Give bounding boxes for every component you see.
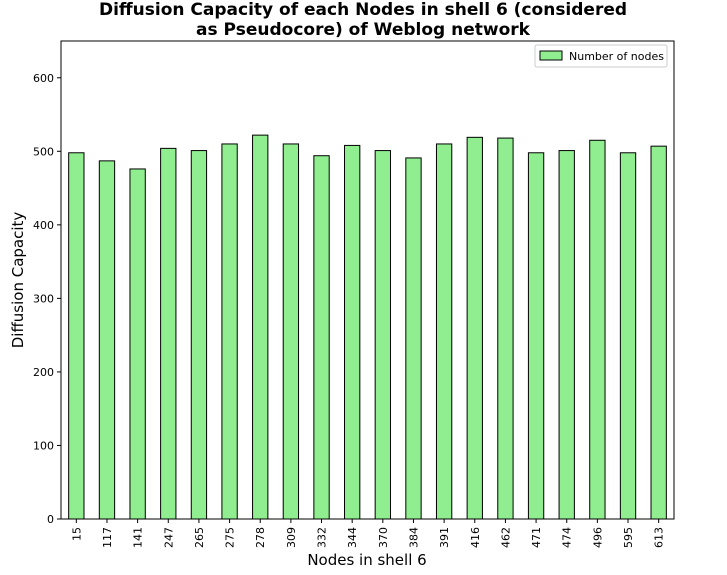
x-tick-label: 384 bbox=[407, 527, 420, 548]
x-tick-label: 141 bbox=[132, 527, 145, 548]
bar bbox=[527, 152, 545, 520]
x-axis-label: Nodes in shell 6 bbox=[307, 551, 426, 569]
bar bbox=[466, 136, 483, 520]
x-tick-label: 391 bbox=[438, 527, 451, 548]
bar bbox=[619, 152, 637, 520]
x-tick-label: 278 bbox=[254, 527, 267, 548]
bar bbox=[405, 157, 422, 520]
x-tick-label: 275 bbox=[224, 527, 237, 548]
x-tick-label: 247 bbox=[162, 527, 175, 548]
bar bbox=[129, 168, 146, 520]
legend-label: Number of nodes bbox=[569, 50, 664, 63]
bar bbox=[313, 155, 330, 520]
y-tick-label: 400 bbox=[33, 219, 54, 232]
bar bbox=[221, 143, 238, 520]
y-tick-label: 600 bbox=[33, 72, 54, 85]
x-tick-label: 496 bbox=[591, 527, 604, 548]
y-tick-label: 300 bbox=[33, 292, 54, 305]
x-axis: 15 117 141 247 265 275 278 309 332 344 370 384 391 41… bbox=[70, 519, 666, 548]
bars bbox=[68, 134, 667, 520]
x-tick-label: 462 bbox=[499, 527, 512, 548]
y-tick-label: 200 bbox=[33, 366, 54, 379]
bar bbox=[98, 160, 116, 520]
x-tick-label: 370 bbox=[377, 527, 390, 548]
bar bbox=[252, 134, 269, 520]
bar bbox=[374, 150, 391, 520]
y-tick-label: 0 bbox=[47, 513, 54, 526]
x-tick-label: 15 bbox=[70, 527, 83, 541]
legend-swatch bbox=[539, 50, 563, 61]
bar bbox=[435, 143, 453, 520]
x-tick-label: 595 bbox=[622, 527, 635, 548]
bar bbox=[558, 150, 575, 520]
x-tick-label: 416 bbox=[469, 527, 482, 548]
bar bbox=[68, 152, 85, 520]
legend: Number of nodes bbox=[534, 44, 668, 68]
plot-frame bbox=[60, 40, 675, 520]
x-tick-label: 471 bbox=[530, 527, 543, 548]
bar bbox=[160, 147, 177, 520]
x-tick-label: 344 bbox=[346, 527, 359, 548]
x-tick-label: 117 bbox=[101, 527, 114, 548]
x-tick-label: 265 bbox=[193, 527, 206, 548]
bar bbox=[344, 144, 361, 520]
bar bbox=[282, 143, 300, 520]
x-tick-label: 309 bbox=[285, 527, 298, 548]
y-axis-label: Diffusion Capacity bbox=[9, 212, 27, 349]
bar bbox=[589, 139, 606, 520]
bar bbox=[650, 145, 667, 520]
x-tick-label: 474 bbox=[561, 527, 574, 548]
y-axis: 0 100 200 300 400 500 600 bbox=[33, 72, 61, 526]
y-tick-label: 100 bbox=[33, 439, 54, 452]
chart-title-line-2: as Pseudocore) of Weblog network bbox=[196, 20, 531, 40]
bar bbox=[190, 150, 208, 520]
bar bbox=[497, 137, 514, 520]
x-tick-label: 332 bbox=[316, 527, 329, 548]
chart-title-line-1: Diffusion Capacity of each Nodes in shel… bbox=[99, 0, 627, 20]
x-tick-label: 613 bbox=[653, 527, 666, 548]
legend-box bbox=[534, 44, 668, 68]
y-tick-label: 500 bbox=[33, 145, 54, 158]
